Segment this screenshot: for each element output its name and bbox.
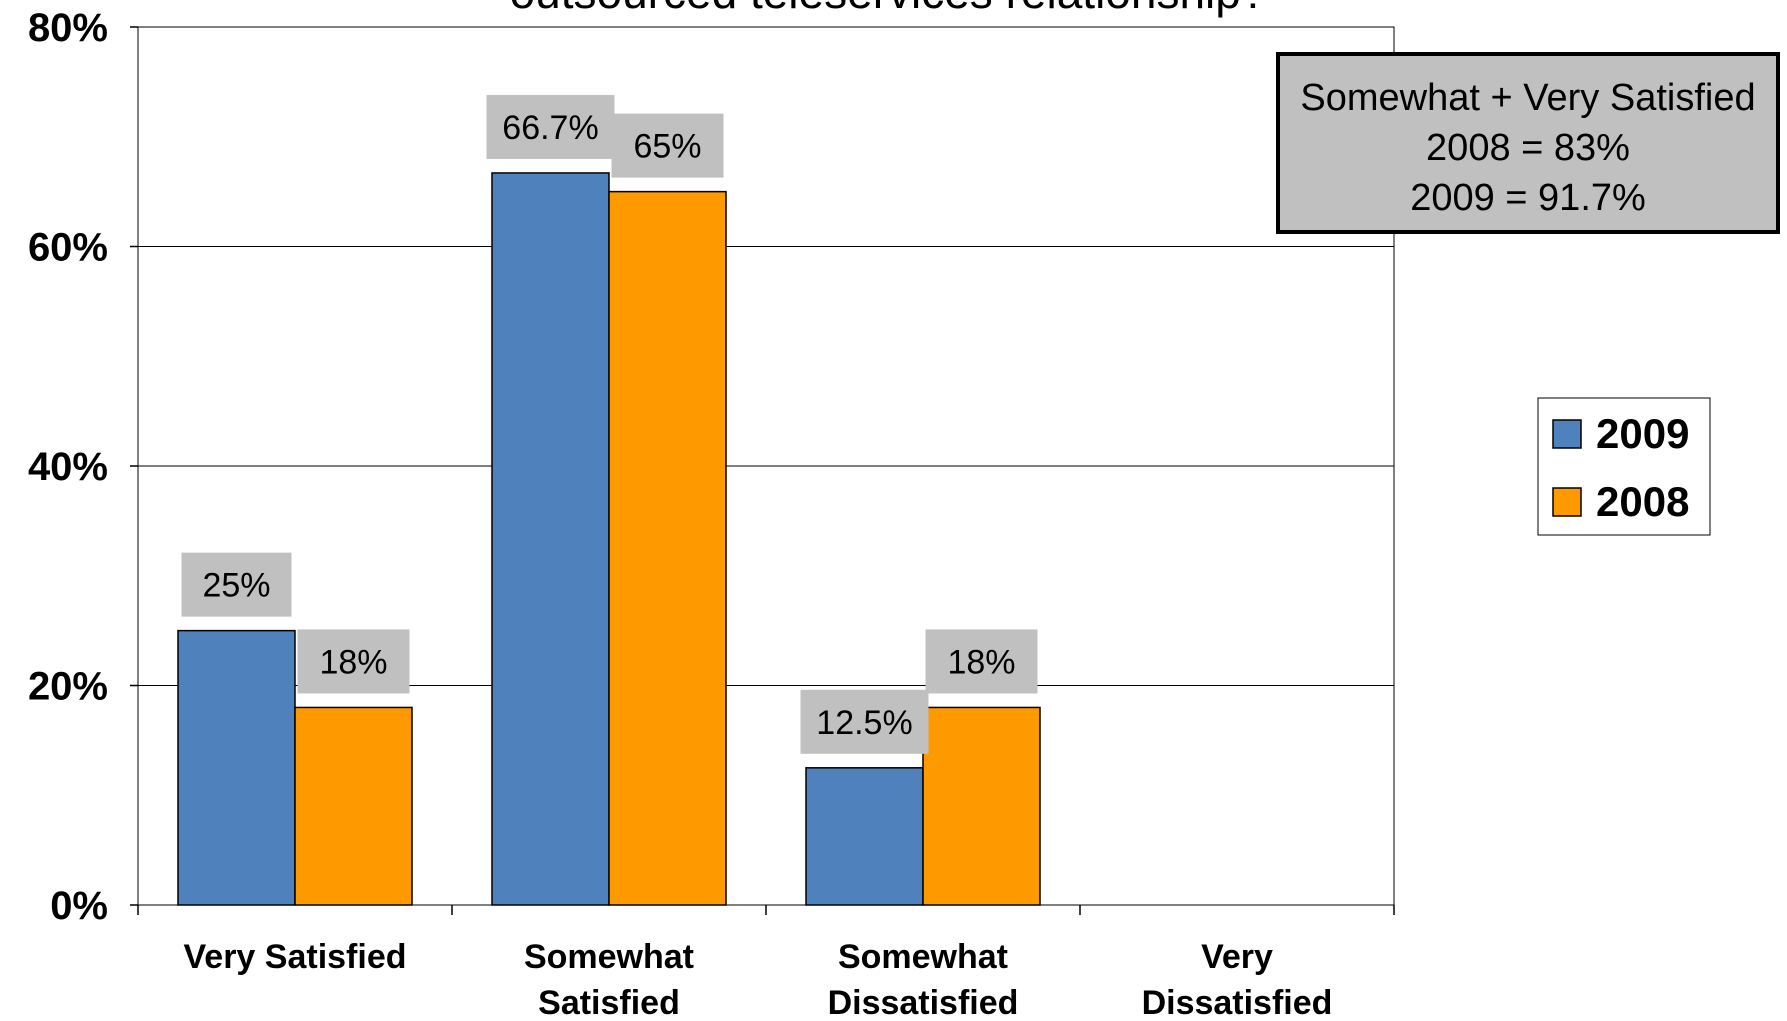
x-tick-label: Very Satisfied	[183, 938, 406, 976]
bar-2008	[294, 706, 413, 906]
summary-line: Somewhat + Very Satisfied	[1300, 77, 1755, 119]
data-label: 18%	[947, 643, 1015, 681]
y-tick-label: 20%	[28, 665, 108, 709]
legend: 2009 2008	[1537, 397, 1711, 536]
legend-swatch-2009	[1552, 419, 1582, 449]
x-tick-label: Somewhat	[524, 938, 694, 976]
data-labels: 25% 66.7% 12.5% 18% 65% 18%	[181, 94, 1038, 754]
data-label-box	[486, 94, 615, 159]
legend-label-2009: 2009	[1596, 410, 1689, 457]
y-tick-label: 0%	[50, 884, 108, 928]
data-label: 25%	[202, 567, 270, 605]
bar-2008	[922, 706, 1041, 906]
data-label: 65%	[633, 128, 701, 166]
data-label-box	[297, 629, 410, 694]
y-tick-label: 80%	[28, 6, 108, 50]
bar-2009	[177, 629, 296, 906]
data-label: 66.7%	[502, 109, 598, 147]
bars	[177, 172, 1041, 906]
x-tick-label: Dissatisfied	[828, 984, 1019, 1021]
data-label-box	[611, 113, 724, 178]
bar-2009	[805, 767, 924, 906]
bar-2009	[491, 172, 610, 906]
data-label-box	[800, 689, 929, 754]
summary-annotation: Somewhat + Very Satisfied 2008 = 83% 2009 …	[1276, 52, 1780, 234]
axes: 0% 20% 40% 60% 80% Very Satisfied Somewhat Sati…	[28, 6, 1395, 1021]
data-label-box	[181, 552, 292, 617]
x-tick-label: Dissatisfied	[1142, 984, 1333, 1021]
summary-line: 2009 = 91.7%	[1410, 177, 1646, 219]
bar-2008	[608, 190, 727, 906]
data-label: 12.5%	[816, 704, 912, 742]
x-tick-label: Very	[1201, 938, 1273, 976]
y-tick-label: 40%	[28, 445, 108, 489]
summary-line: 2008 = 83%	[1426, 127, 1630, 169]
legend-swatch-2008	[1552, 487, 1582, 517]
summary-box	[1276, 52, 1780, 234]
y-tick-label: 60%	[28, 226, 108, 270]
chart-title: outsourced teleservices relationship?	[510, 0, 1267, 18]
data-label: 18%	[319, 643, 387, 681]
gridlines	[138, 26, 1394, 686]
x-tick-label: Somewhat	[838, 938, 1008, 976]
x-tick-label: Satisfied	[538, 984, 680, 1021]
data-label-box	[925, 629, 1038, 694]
legend-label-2008: 2008	[1596, 478, 1689, 525]
